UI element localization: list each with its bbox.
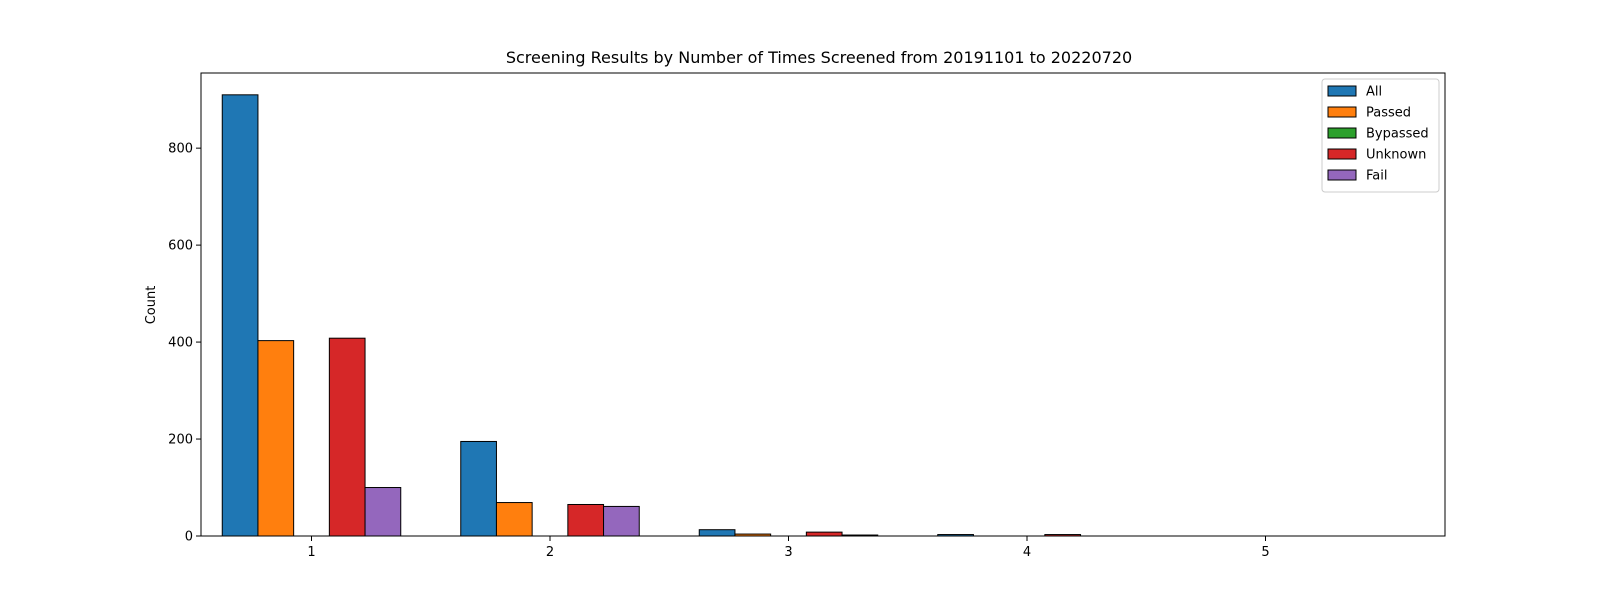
bar-fail-1 — [364, 487, 402, 537]
bar-passed-1 — [257, 340, 295, 537]
legend-swatch-passed — [1327, 106, 1357, 118]
legend-swatch-fail — [1327, 169, 1357, 181]
legend-swatch-unknown — [1327, 148, 1357, 160]
legend-label-passed: Passed — [1366, 106, 1411, 121]
bar-unknown-2 — [567, 503, 605, 537]
y-tick-label: 800 — [168, 142, 193, 157]
plot-frame — [200, 72, 1446, 537]
bar-unknown-3 — [805, 531, 843, 537]
bar-unknown-1 — [328, 337, 366, 537]
bar-passed-2 — [495, 502, 533, 537]
y-tick-label: 200 — [168, 433, 193, 448]
bar-all-3 — [698, 529, 736, 537]
legend: All Passed Bypassed Unknown Fail — [1321, 78, 1440, 193]
legend-label-bypassed: Bypassed — [1366, 127, 1429, 142]
x-tick-label: 1 — [307, 545, 315, 560]
y-axis-label: Count — [144, 286, 159, 325]
x-axis: 1 2 3 4 5 — [307, 536, 1270, 560]
y-tick-label: 0 — [185, 530, 193, 545]
bars-layer — [221, 94, 1082, 537]
x-tick-label: 4 — [1023, 545, 1031, 560]
x-tick-label: 5 — [1261, 545, 1269, 560]
legend-label-fail: Fail — [1366, 169, 1387, 184]
bar-all-1 — [221, 94, 259, 537]
bar-fail-2 — [603, 505, 640, 537]
legend-swatch-bypassed — [1327, 127, 1357, 139]
chart-title: Screening Results by Number of Times Scr… — [506, 48, 1132, 67]
x-tick-label: 3 — [784, 545, 792, 560]
bar-all-2 — [460, 440, 497, 537]
y-axis: 0 200 400 600 800 — [168, 142, 201, 545]
x-tick-label: 2 — [546, 545, 554, 560]
legend-label-all: All — [1366, 85, 1382, 100]
legend-label-unknown: Unknown — [1366, 148, 1426, 163]
y-tick-label: 400 — [168, 336, 193, 351]
y-tick-label: 600 — [168, 239, 193, 254]
legend-swatch-all — [1327, 85, 1357, 97]
